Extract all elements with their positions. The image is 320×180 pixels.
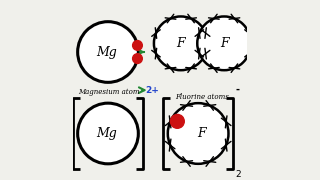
Circle shape <box>78 103 138 164</box>
Text: 2: 2 <box>235 170 241 179</box>
Text: Fluorine atoms: Fluorine atoms <box>176 93 229 101</box>
Circle shape <box>154 16 208 70</box>
Text: Magnesium atom: Magnesium atom <box>78 88 140 96</box>
Text: F: F <box>197 127 206 140</box>
Text: Mg: Mg <box>96 127 116 140</box>
Circle shape <box>132 54 142 63</box>
Circle shape <box>171 114 184 128</box>
Circle shape <box>197 16 251 70</box>
Text: F: F <box>177 37 185 50</box>
Text: 2+: 2+ <box>145 86 159 95</box>
Circle shape <box>168 103 228 164</box>
Text: Mg: Mg <box>96 46 116 58</box>
Circle shape <box>132 40 142 50</box>
Text: F: F <box>220 37 228 50</box>
Circle shape <box>78 22 138 82</box>
Text: -: - <box>235 85 239 95</box>
